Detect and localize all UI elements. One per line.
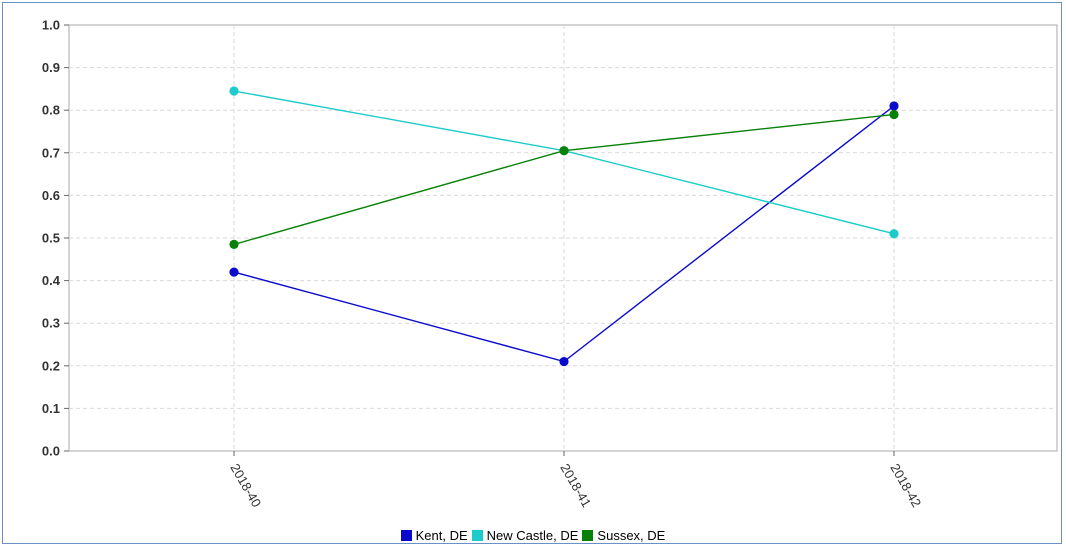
data-point <box>889 109 899 120</box>
y-tick-label: 1.0 <box>42 18 60 33</box>
legend-item[interactable]: Sussex, DE <box>582 528 665 543</box>
series-group <box>229 86 899 367</box>
legend-swatch <box>400 530 412 541</box>
y-tick-label: 0.4 <box>42 273 61 288</box>
legend-label: Sussex, DE <box>597 528 666 543</box>
data-point <box>559 356 569 367</box>
y-tick-label: 0.1 <box>42 401 60 416</box>
legend: Kent, DE New Castle, DE Sussex, DE <box>0 528 1066 544</box>
data-point <box>229 239 239 249</box>
data-point <box>229 86 239 96</box>
x-tick-label: 2018-40 <box>227 461 264 510</box>
x-tick-label: 2018-42 <box>887 461 924 510</box>
legend-item[interactable]: Kent, DE <box>400 528 468 543</box>
legend-swatch <box>582 530 594 541</box>
y-tick-label: 0.7 <box>42 145 60 160</box>
y-tick-label: 0.8 <box>42 103 60 118</box>
y-axis: 0.0 0.1 0.2 0.3 0.4 0.5 0.6 0.7 0.8 0.9 1.0 <box>42 18 69 459</box>
y-tick-label: 0.6 <box>42 188 60 203</box>
y-tick-label: 0.2 <box>42 358 60 373</box>
x-tick-label: 2018-41 <box>557 461 594 510</box>
legend-item[interactable]: New Castle, DE <box>471 528 579 543</box>
y-tick-label: 0.9 <box>42 60 60 75</box>
x-axis: 2018-40 2018-41 2018-42 <box>227 451 924 510</box>
y-tick-label: 0.3 <box>42 316 60 331</box>
data-point <box>229 267 239 277</box>
legend-swatch <box>471 530 483 541</box>
y-tick-label: 0.5 <box>42 231 60 246</box>
legend-label: New Castle, DE <box>486 528 579 543</box>
data-point <box>889 229 899 239</box>
data-point <box>559 146 569 156</box>
y-tick-label: 0.0 <box>42 444 60 459</box>
data-point <box>889 101 899 111</box>
legend-label: Kent, DE <box>415 528 468 543</box>
